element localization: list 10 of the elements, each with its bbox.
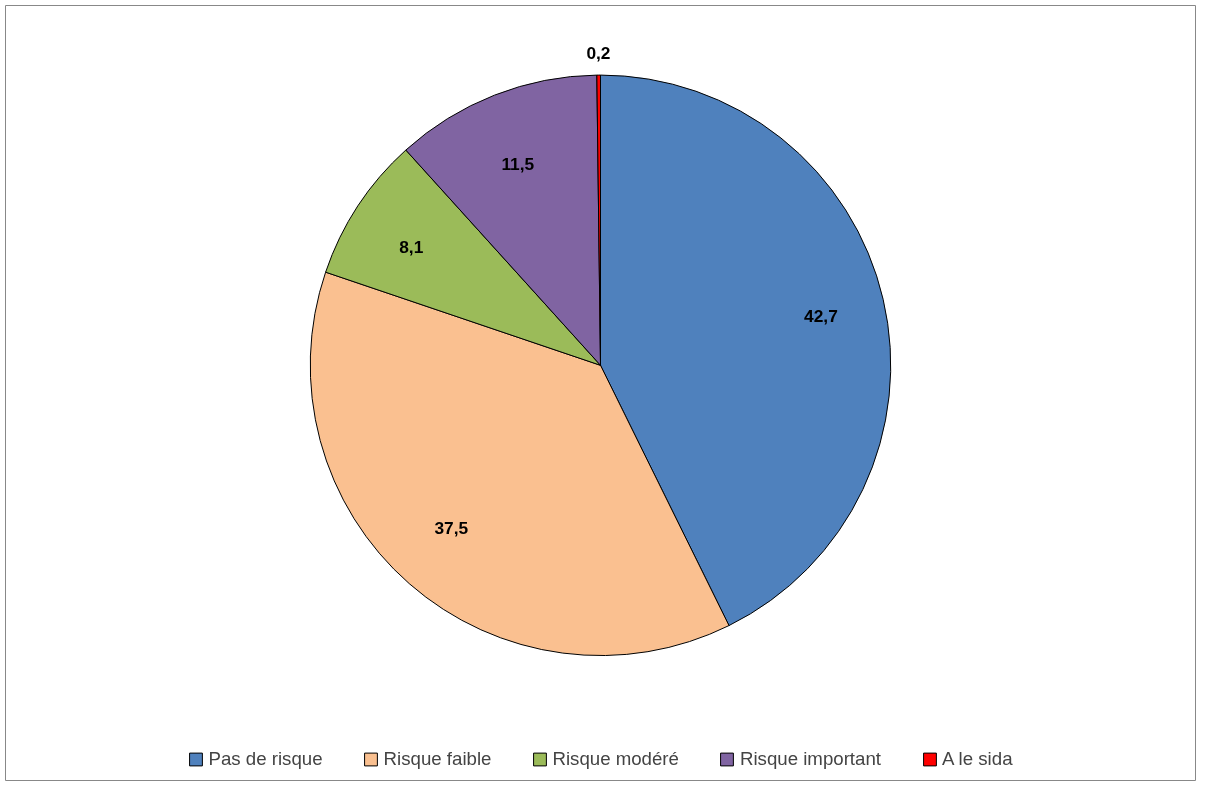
data-label: 8,1	[399, 236, 424, 257]
legend-label: Pas de risque	[208, 748, 323, 770]
legend-label: A le sida	[941, 748, 1013, 770]
legend-label: Risque modéré	[552, 748, 679, 770]
data-label: 11,5	[501, 154, 535, 175]
legend-label: Risque faible	[383, 748, 492, 770]
data-label: 42,7	[804, 306, 838, 327]
data-label: 37,5	[434, 517, 469, 538]
legend-label: Risque important	[739, 748, 881, 770]
data-label: 0,2	[586, 42, 611, 63]
